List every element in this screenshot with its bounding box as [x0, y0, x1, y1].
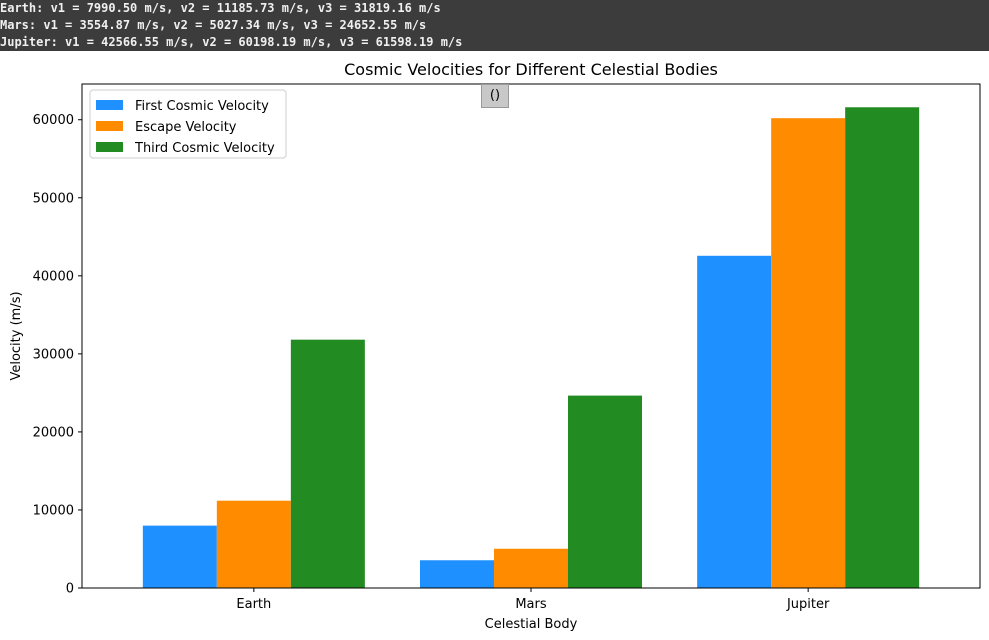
y-tick-label: 60000 [33, 113, 74, 128]
bar-jupiter-series-2 [845, 107, 920, 588]
bar-earth-series-2 [290, 339, 365, 588]
x-tick-label-earth: Earth [236, 597, 271, 612]
bar-chart: Cosmic Velocities for Different Celestia… [9, 60, 981, 632]
legend-label-2: Third Cosmic Velocity [134, 141, 275, 156]
bar-mars-series-2 [568, 395, 642, 588]
y-tick-label: 40000 [33, 269, 74, 284]
overlay-tooltip[interactable]: () [481, 84, 509, 108]
y-tick-label: 20000 [33, 425, 74, 440]
legend-box [89, 89, 287, 159]
x-tick-label-mars: Mars [515, 597, 547, 612]
y-tick-label: 30000 [33, 347, 74, 362]
legend: First Cosmic Velocity Escape Velocity Thir… [89, 89, 287, 159]
legend-label-1: Escape Velocity [135, 120, 237, 135]
bars-group [142, 107, 920, 588]
console-output: Earth: v1 = 7990.50 m/s, v2 = 11185.73 m… [0, 0, 989, 51]
legend-swatch-0 [96, 100, 123, 110]
y-tick-label: 10000 [33, 503, 74, 518]
chart-title: Cosmic Velocities for Different Celestia… [344, 60, 718, 79]
bar-earth-series-1 [216, 500, 291, 588]
console-line-mars: Mars: v1 = 3554.87 m/s, v2 = 5027.34 m/s… [0, 18, 427, 32]
x-axis-label: Celestial Body [485, 617, 578, 632]
console-line-jupiter: Jupiter: v1 = 42566.55 m/s, v2 = 60198.1… [0, 35, 463, 49]
x-tick-label-jupiter: Jupiter [786, 597, 830, 612]
bar-earth-series-0 [142, 525, 217, 588]
y-axis-label: Velocity (m/s) [9, 291, 24, 380]
x-axis: Earth Mars Jupiter [236, 588, 830, 612]
y-tick-label: 50000 [33, 191, 74, 206]
bar-jupiter-series-0 [697, 255, 772, 588]
console-line-earth: Earth: v1 = 7990.50 m/s, v2 = 11185.73 m… [0, 1, 441, 15]
legend-swatch-2 [96, 142, 123, 152]
y-axis: 0 10000 20000 30000 40000 50000 60000 [33, 113, 82, 597]
bar-mars-series-1 [494, 548, 568, 588]
legend-swatch-1 [96, 121, 123, 131]
bar-mars-series-0 [420, 560, 494, 588]
bar-jupiter-series-1 [771, 118, 846, 588]
legend-label-0: First Cosmic Velocity [135, 99, 269, 114]
plot-frame [81, 83, 981, 589]
y-tick-label: 0 [66, 582, 74, 597]
